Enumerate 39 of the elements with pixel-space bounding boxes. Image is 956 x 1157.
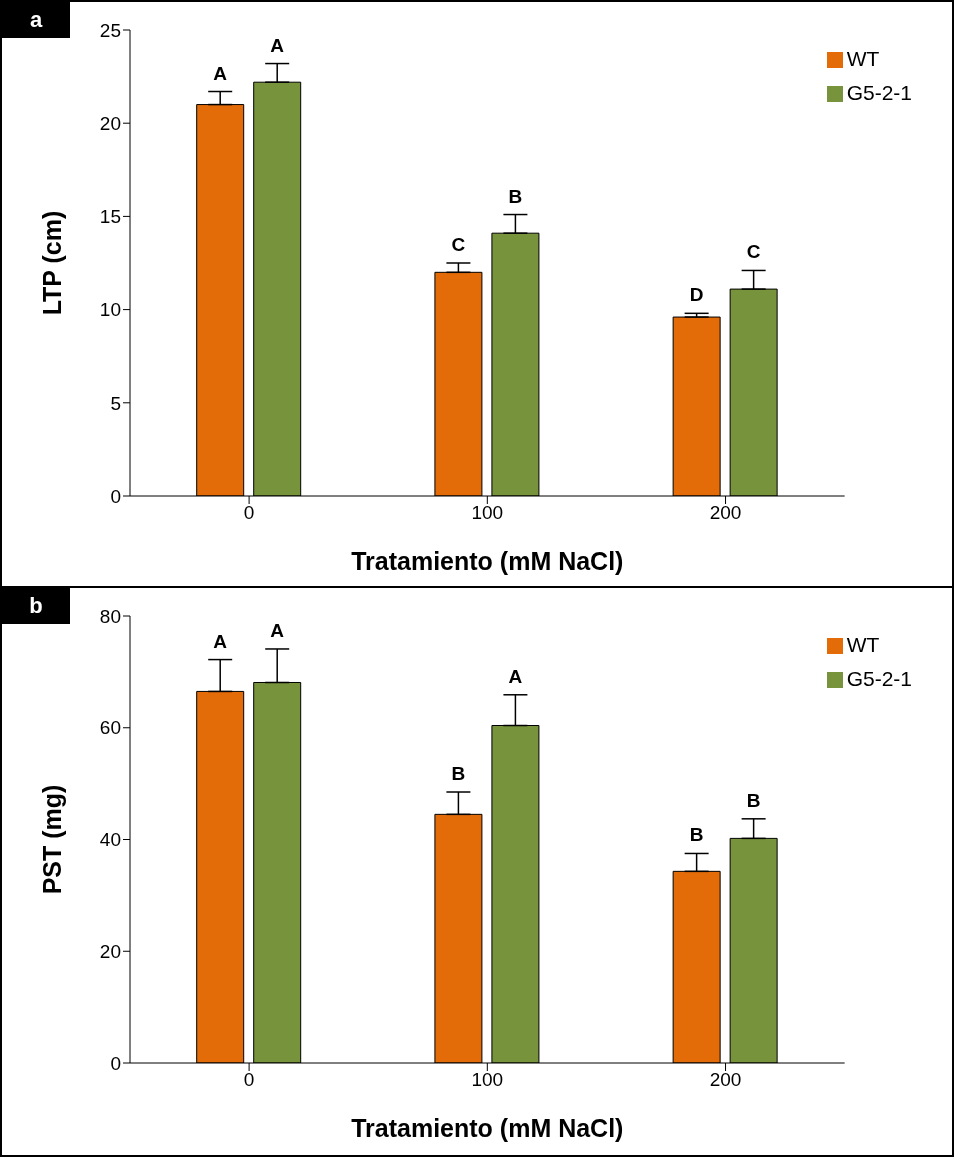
annotation: A [270,619,285,641]
annotation: A [213,630,228,652]
x-tick-label: 200 [709,1069,742,1091]
legend-label: WT [846,633,880,656]
annotation: B [689,824,704,846]
x-axis-title: Tratamiento (mM NaCl) [351,1114,624,1142]
y-tick-label: 80 [99,605,121,627]
y-tick-label: 5 [110,392,121,414]
annotation: B [508,185,523,207]
annotation: C [451,234,466,255]
x-tick-label: 0 [243,1069,255,1091]
text: b [2,588,70,624]
y-tick-label: 40 [99,829,121,851]
y-axis-title: PST (mg) [37,784,66,895]
legend-label: G5-2-1 [846,667,912,690]
y-tick-label: 0 [110,1052,121,1074]
legend-label: WT [846,47,880,70]
x-axis-title: Tratamiento (mM NaCl) [351,547,624,575]
x-tick-label: 100 [471,502,504,524]
annotation: C [746,241,761,263]
y-tick-label: 20 [99,940,121,962]
annotation: A [270,34,285,56]
annotation: B [451,763,466,785]
y-axis-title: LTP (cm) [37,210,66,316]
y-tick-label: 25 [99,19,121,41]
legend-label: G5-2-1 [846,81,912,104]
annotation: A [213,62,228,84]
y-tick-label: 15 [99,206,121,228]
y-tick-label: 10 [99,299,121,321]
y-tick-label: 60 [99,717,121,739]
y-tick-label: 20 [99,112,121,134]
annotation: D [689,284,704,306]
text: a [2,2,70,38]
x-tick-label: 200 [709,502,742,524]
x-tick-label: 0 [243,502,255,524]
x-tick-label: 100 [471,1069,504,1091]
annotation: B [746,789,761,811]
annotation: A [508,665,523,687]
y-tick-label: 0 [110,485,121,507]
